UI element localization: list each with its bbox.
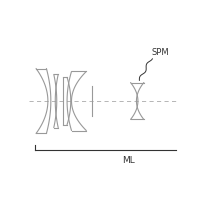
Text: SPM: SPM — [152, 48, 170, 57]
Text: ML: ML — [122, 156, 135, 165]
